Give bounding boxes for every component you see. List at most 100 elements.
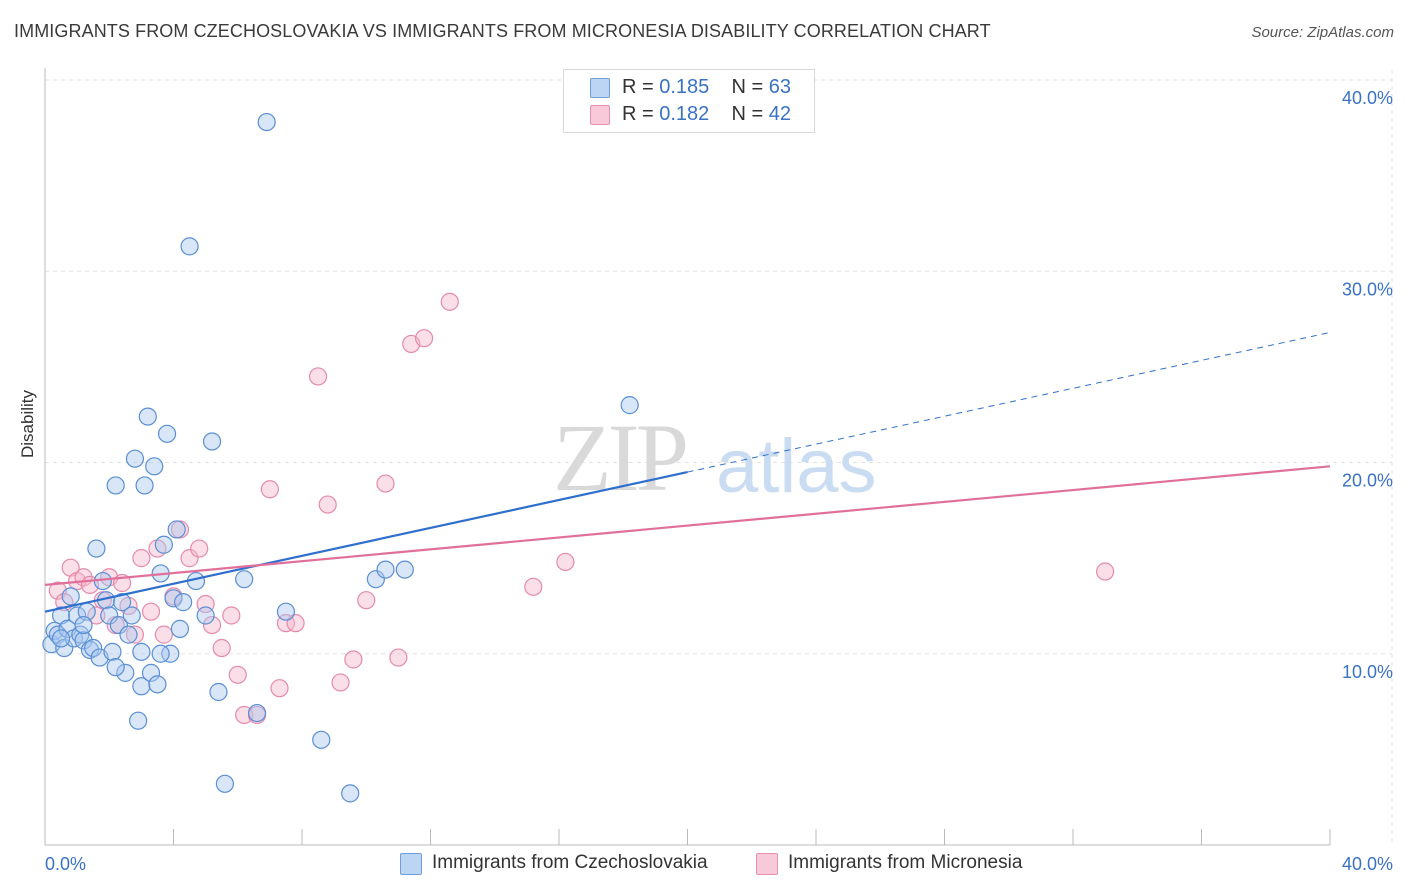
micronesia-trend-line bbox=[44, 465, 1331, 586]
micronesia-point-35 bbox=[344, 650, 363, 669]
source-credit: Source: ZipAtlas.com bbox=[1251, 24, 1394, 41]
watermark-atlas: atlas bbox=[716, 424, 877, 509]
czechoslovakia-point-46 bbox=[209, 682, 228, 702]
czechoslovakia-point-60 bbox=[106, 658, 125, 677]
micronesia-points bbox=[48, 292, 1115, 725]
micronesia-point-44 bbox=[1096, 562, 1115, 581]
micronesia-point-36 bbox=[357, 591, 376, 610]
micronesia-point-28 bbox=[260, 480, 279, 499]
micronesia-point-37 bbox=[376, 474, 395, 493]
czechoslovakia-points bbox=[42, 112, 639, 803]
micronesia-point-33 bbox=[318, 495, 337, 514]
czechoslovakia-point-26 bbox=[125, 449, 145, 468]
bottom-legend-label-pink: Immigrants from Micronesia bbox=[788, 852, 1023, 873]
czechoslovakia-point-24 bbox=[119, 625, 138, 644]
y-axis-label: Disability bbox=[18, 389, 37, 458]
czechoslovakia-point-30 bbox=[138, 407, 157, 426]
bottom-legend-swatch-blue bbox=[400, 853, 422, 875]
micronesia-point-29 bbox=[270, 679, 289, 698]
micronesia-point-14 bbox=[141, 602, 161, 621]
micronesia-point-16 bbox=[154, 625, 173, 644]
czechoslovakia-point-36 bbox=[157, 424, 177, 443]
legend-r-value-pink: 0.182 bbox=[659, 103, 710, 125]
micronesia-point-38 bbox=[389, 648, 408, 667]
czechoslovakia-point-42 bbox=[180, 237, 199, 256]
czechoslovakia-point-8 bbox=[68, 606, 87, 625]
trend-lines bbox=[44, 331, 1331, 613]
legend-n-value-blue: 63 bbox=[768, 76, 792, 98]
y-tick-label-0: 10.0% bbox=[1342, 662, 1393, 682]
micronesia-point-22 bbox=[202, 615, 222, 635]
x-tick-label-0: 0.0% bbox=[45, 854, 86, 874]
micronesia-point-6 bbox=[87, 606, 106, 625]
czechoslovakia-point-31 bbox=[141, 663, 161, 682]
czechoslovakia-point-45 bbox=[202, 432, 222, 451]
czechoslovakia-point-48 bbox=[235, 570, 254, 589]
czechoslovakia-trend-line bbox=[44, 470, 688, 613]
czechoslovakia-point-58 bbox=[51, 629, 71, 648]
czechoslovakia-point-27 bbox=[129, 711, 148, 730]
czechoslovakia-point-41 bbox=[174, 593, 193, 612]
axes bbox=[44, 68, 1331, 846]
czechoslovakia-point-37 bbox=[161, 644, 180, 663]
legend-r-value-blue: 0.185 bbox=[659, 76, 710, 98]
micronesia-point-13 bbox=[132, 549, 151, 568]
legend-swatch-pink bbox=[590, 105, 610, 125]
czechoslovakia-point-49 bbox=[247, 703, 267, 723]
czechoslovakia-point-33 bbox=[148, 675, 167, 694]
micronesia-point-25 bbox=[228, 665, 247, 684]
tick-labels: 10.0% 20.0% 30.0% 40.0% 0.0% 40.0% bbox=[45, 88, 1393, 874]
legend-swatch-blue bbox=[590, 78, 610, 98]
czechoslovakia-point-18 bbox=[100, 606, 119, 625]
czechoslovakia-point-50 bbox=[257, 112, 276, 132]
czechoslovakia-point-29 bbox=[135, 476, 154, 495]
czechoslovakia-point-25 bbox=[122, 606, 141, 625]
micronesia-point-23 bbox=[212, 638, 231, 658]
y-tick-label-2: 30.0% bbox=[1342, 279, 1393, 299]
czechoslovakia-point-51 bbox=[276, 602, 296, 621]
legend-n-label: N = bbox=[731, 103, 769, 125]
legend-r-label: R = bbox=[622, 76, 660, 98]
czechoslovakia-point-10 bbox=[74, 631, 93, 650]
czechoslovakia-point-53 bbox=[341, 784, 360, 803]
czechoslovakia-point-14 bbox=[87, 539, 106, 558]
micronesia-point-40 bbox=[414, 329, 434, 348]
czechoslovakia-point-61 bbox=[132, 642, 151, 661]
czechoslovakia-point-38 bbox=[164, 589, 183, 608]
czechoslovakia-point-52 bbox=[312, 730, 331, 749]
micronesia-point-34 bbox=[331, 673, 350, 692]
legend-n-value-pink: 42 bbox=[768, 103, 792, 125]
czechoslovakia-point-44 bbox=[196, 606, 215, 625]
watermark-zip: ZIP bbox=[553, 404, 686, 511]
czechoslovakia-point-35 bbox=[154, 535, 173, 554]
y-tick-label-1: 20.0% bbox=[1342, 471, 1393, 491]
micronesia-point-19 bbox=[180, 549, 199, 568]
bottom-legend-label-blue: Immigrants from Czechoslovakia bbox=[432, 852, 708, 873]
micronesia-point-20 bbox=[190, 539, 209, 558]
czechoslovakia-point-21 bbox=[109, 615, 128, 635]
czechoslovakia-point-9 bbox=[71, 625, 90, 644]
x-tick-label-1: 40.0% bbox=[1342, 854, 1393, 874]
czechoslovakia-point-39 bbox=[167, 520, 186, 539]
micronesia-point-24 bbox=[222, 606, 241, 625]
watermark: ZIP atlas bbox=[553, 404, 877, 511]
gridlines bbox=[45, 70, 1393, 845]
czechoslovakia-point-28 bbox=[132, 677, 151, 696]
micronesia-point-42 bbox=[524, 577, 543, 596]
legend-n-label: N = bbox=[731, 76, 769, 98]
czechoslovakia-point-47 bbox=[215, 774, 234, 793]
czechoslovakia-point-62 bbox=[151, 644, 170, 663]
chart-title: IMMIGRANTS FROM CZECHOSLOVAKIA VS IMMIGR… bbox=[14, 21, 991, 41]
czechoslovakia-point-55 bbox=[376, 560, 395, 579]
micronesia-point-41 bbox=[440, 292, 459, 311]
czechoslovakia-point-57 bbox=[620, 396, 639, 415]
czechoslovakia-point-54 bbox=[366, 570, 385, 589]
czechoslovakia-point-20 bbox=[106, 476, 125, 495]
czechoslovakia-point-22 bbox=[112, 593, 132, 612]
czechoslovakia-point-12 bbox=[80, 640, 100, 660]
czechoslovakia-point-6 bbox=[61, 587, 80, 606]
micronesia-point-12 bbox=[125, 625, 145, 644]
czechoslovakia-point-59 bbox=[74, 615, 93, 635]
czechoslovakia-point-23 bbox=[116, 663, 135, 682]
